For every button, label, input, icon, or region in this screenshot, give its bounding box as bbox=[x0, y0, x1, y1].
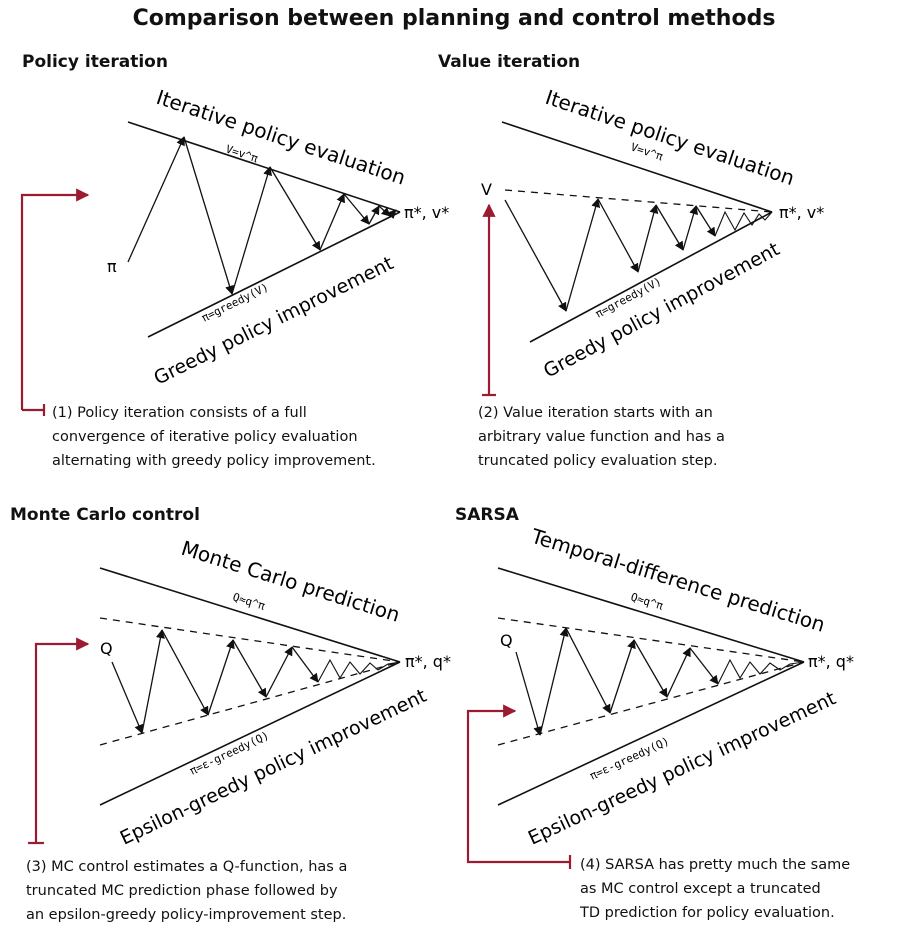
note-connector bbox=[466, 704, 570, 864]
note-value-iteration: (2) Value iteration starts with an arbit… bbox=[478, 401, 725, 473]
page-title: Comparison between planning and control … bbox=[132, 6, 776, 31]
value-estimate-upper bbox=[99, 617, 401, 663]
panel-sarsa: Temporal-difference prediction Q≈q^π Eps… bbox=[466, 524, 854, 869]
panel-title-value-iteration: Value iteration bbox=[438, 52, 581, 72]
bottom-line-label: Greedy policy improvement bbox=[150, 252, 397, 389]
fine-convergence-zigzag bbox=[317, 658, 401, 683]
note-line: truncated MC prediction phase followed b… bbox=[26, 883, 338, 899]
panel-title-policy-iteration: Policy iteration bbox=[22, 52, 168, 72]
improvement-line bbox=[99, 661, 401, 806]
note-line: TD prediction for policy evaluation. bbox=[580, 905, 835, 921]
note-monte-carlo: (3) MC control estimates a Q-function, h… bbox=[26, 855, 347, 927]
end-label: π*, q* bbox=[405, 652, 451, 671]
improvement-line bbox=[497, 661, 805, 806]
convergence-arrows bbox=[515, 627, 719, 736]
note-line: an epsilon-greedy policy-improvement ste… bbox=[26, 907, 347, 923]
panel-monte-carlo: Monte Carlo prediction Q≈q^π Epsilon-gre… bbox=[28, 536, 451, 850]
panel-policy-iteration: Iterative policy evaluation V=v^π Greedy… bbox=[20, 85, 449, 416]
note-sarsa: (4) SARSA has pretty much the same as MC… bbox=[580, 853, 850, 925]
note-line: (4) SARSA has pretty much the same bbox=[580, 857, 851, 873]
bottom-line-label: Greedy policy improvement bbox=[540, 238, 783, 382]
bottom-line-label: Epsilon-greedy policy improvement bbox=[117, 685, 430, 850]
top-line-label: Temporal-difference prediction bbox=[528, 524, 828, 637]
fine-convergence-zigzag bbox=[714, 210, 773, 237]
convergence-arrows bbox=[111, 629, 319, 734]
note-line: as MC control except a truncated bbox=[580, 881, 821, 897]
top-line-label: Iterative policy evaluation bbox=[542, 85, 797, 190]
note-connector bbox=[34, 637, 90, 843]
start-label: V bbox=[481, 180, 492, 199]
note-line: convergence of iterative policy evaluati… bbox=[52, 429, 358, 445]
panel-value-iteration: Iterative policy evaluation V=v^π Greedy… bbox=[481, 85, 824, 397]
start-label: π bbox=[107, 257, 117, 276]
note-line: (2) Value iteration starts with an bbox=[478, 405, 713, 421]
note-line: alternating with greedy policy improveme… bbox=[52, 453, 376, 469]
panel-title-sarsa: SARSA bbox=[455, 505, 519, 525]
note-line: (1) Policy iteration consists of a full bbox=[52, 405, 307, 421]
top-line-sublabel: V=v^π bbox=[224, 143, 260, 166]
top-line-sublabel: Q≈q^π bbox=[231, 590, 267, 612]
top-line-label: Iterative policy evaluation bbox=[153, 85, 408, 190]
evaluation-line bbox=[501, 121, 773, 213]
value-estimate-upper bbox=[497, 617, 805, 663]
note-line: arbitrary value function and has a bbox=[478, 429, 725, 445]
start-label: Q bbox=[500, 631, 513, 650]
end-label: π*, q* bbox=[808, 652, 854, 671]
note-line: truncated policy evaluation step. bbox=[478, 453, 718, 469]
improvement-line bbox=[529, 211, 773, 343]
note-policy-iteration: (1) Policy iteration consists of a full … bbox=[52, 401, 376, 473]
value-estimate-lower bbox=[497, 661, 805, 746]
bottom-line-label: Epsilon-greedy policy improvement bbox=[525, 687, 839, 849]
evaluation-line bbox=[99, 567, 401, 663]
note-line: (3) MC control estimates a Q-function, h… bbox=[26, 859, 348, 875]
improvement-line bbox=[147, 211, 401, 338]
top-line-label: Monte Carlo prediction bbox=[179, 536, 403, 627]
fine-convergence-zigzag bbox=[717, 658, 805, 685]
start-label: Q bbox=[100, 639, 113, 658]
convergence-arrows bbox=[127, 136, 397, 295]
evaluation-line bbox=[497, 567, 805, 663]
convergence-arrows bbox=[504, 198, 716, 312]
value-estimate-line bbox=[504, 189, 773, 213]
note-connector bbox=[20, 188, 90, 410]
panel-title-monte-carlo: Monte Carlo control bbox=[10, 505, 200, 525]
end-label: π*, v* bbox=[779, 203, 824, 222]
end-label: π*, v* bbox=[404, 203, 449, 222]
